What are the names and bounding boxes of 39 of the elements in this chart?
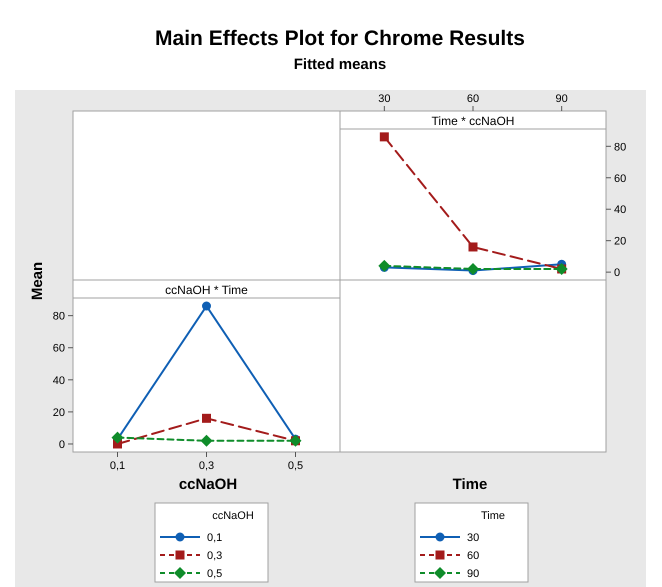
point <box>468 242 478 252</box>
legend-title: ccNaOH <box>212 510 254 522</box>
y-tick-label: 80 <box>614 141 626 154</box>
y-tick-label: 60 <box>52 342 65 355</box>
chart-subtitle: Fitted means <box>294 56 386 73</box>
y-tick-label: 40 <box>614 204 626 216</box>
x-axis-title: ccNaOH <box>178 476 238 493</box>
point <box>378 260 390 272</box>
x-tick-label: 0,3 <box>198 460 214 472</box>
chart-title: Main Effects Plot for Chrome Results <box>155 27 525 50</box>
text: Time * ccNaOH <box>432 114 514 128</box>
y-tick-label: 0 <box>614 267 620 280</box>
text: ccNaOH * Time <box>165 283 248 297</box>
x-tick-label: 90 <box>556 93 568 105</box>
y-tick-label: 20 <box>614 236 626 248</box>
point <box>467 262 479 275</box>
point <box>200 434 212 447</box>
legend-label: 0,3 <box>207 550 222 562</box>
legend-label: 30 <box>467 532 480 544</box>
y-tick-label: 60 <box>614 172 626 185</box>
x-tick-label: 60 <box>466 93 480 105</box>
y-tick-label: 80 <box>52 310 65 323</box>
point <box>112 432 124 444</box>
legend-label: 90 <box>467 568 480 580</box>
x-axis-title: Time <box>452 476 488 493</box>
legend-label: 60 <box>467 550 480 562</box>
point <box>202 302 211 311</box>
point <box>202 414 211 423</box>
x-tick-label: 0,1 <box>110 460 126 472</box>
point <box>380 132 389 142</box>
y-axis-title: Mean <box>29 262 46 300</box>
y-tick-label: 20 <box>52 406 65 419</box>
x-tick-label: 30 <box>378 93 390 105</box>
legend-title: Time <box>480 510 506 522</box>
x-tick-label: 0,5 <box>288 460 304 472</box>
y-tick-label: 0 <box>58 438 65 451</box>
legend-label: 0,1 <box>207 532 222 544</box>
y-tick-label: 40 <box>52 374 65 387</box>
legend-label: 0,5 <box>207 568 222 580</box>
